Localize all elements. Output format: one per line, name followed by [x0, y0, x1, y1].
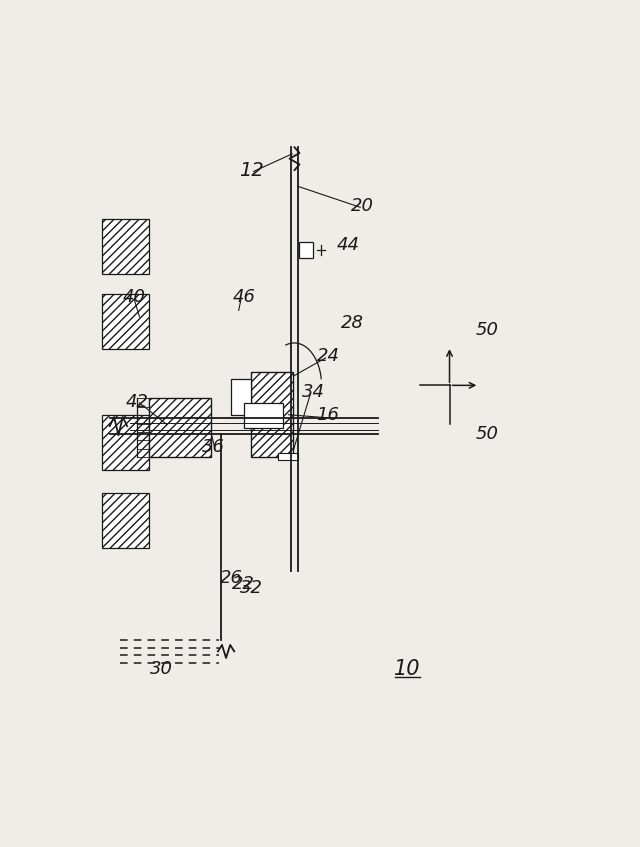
- Bar: [300, 242, 313, 258]
- Text: 10: 10: [394, 659, 420, 679]
- Bar: [102, 219, 150, 274]
- Text: 24: 24: [317, 347, 339, 365]
- Text: 22: 22: [232, 575, 255, 593]
- Text: 32: 32: [239, 579, 262, 596]
- Text: 40: 40: [123, 288, 146, 307]
- Text: 46: 46: [232, 288, 255, 307]
- Text: 34: 34: [301, 383, 324, 401]
- Text: 20: 20: [351, 197, 374, 215]
- Text: 42: 42: [125, 393, 148, 411]
- Text: 30: 30: [150, 660, 173, 678]
- Bar: [244, 403, 284, 428]
- Text: 26: 26: [220, 568, 243, 587]
- Bar: [102, 493, 150, 548]
- Text: 12: 12: [239, 161, 264, 180]
- Text: 36: 36: [202, 438, 225, 457]
- Text: 50: 50: [476, 321, 498, 339]
- Text: 44: 44: [337, 236, 359, 254]
- Text: 50: 50: [476, 425, 498, 443]
- Bar: [251, 373, 293, 457]
- Text: 28: 28: [341, 314, 364, 332]
- Text: 16: 16: [317, 406, 339, 424]
- Bar: [231, 379, 251, 415]
- Bar: [102, 415, 150, 470]
- Bar: [102, 294, 150, 350]
- Bar: [150, 398, 211, 457]
- Bar: [278, 452, 298, 460]
